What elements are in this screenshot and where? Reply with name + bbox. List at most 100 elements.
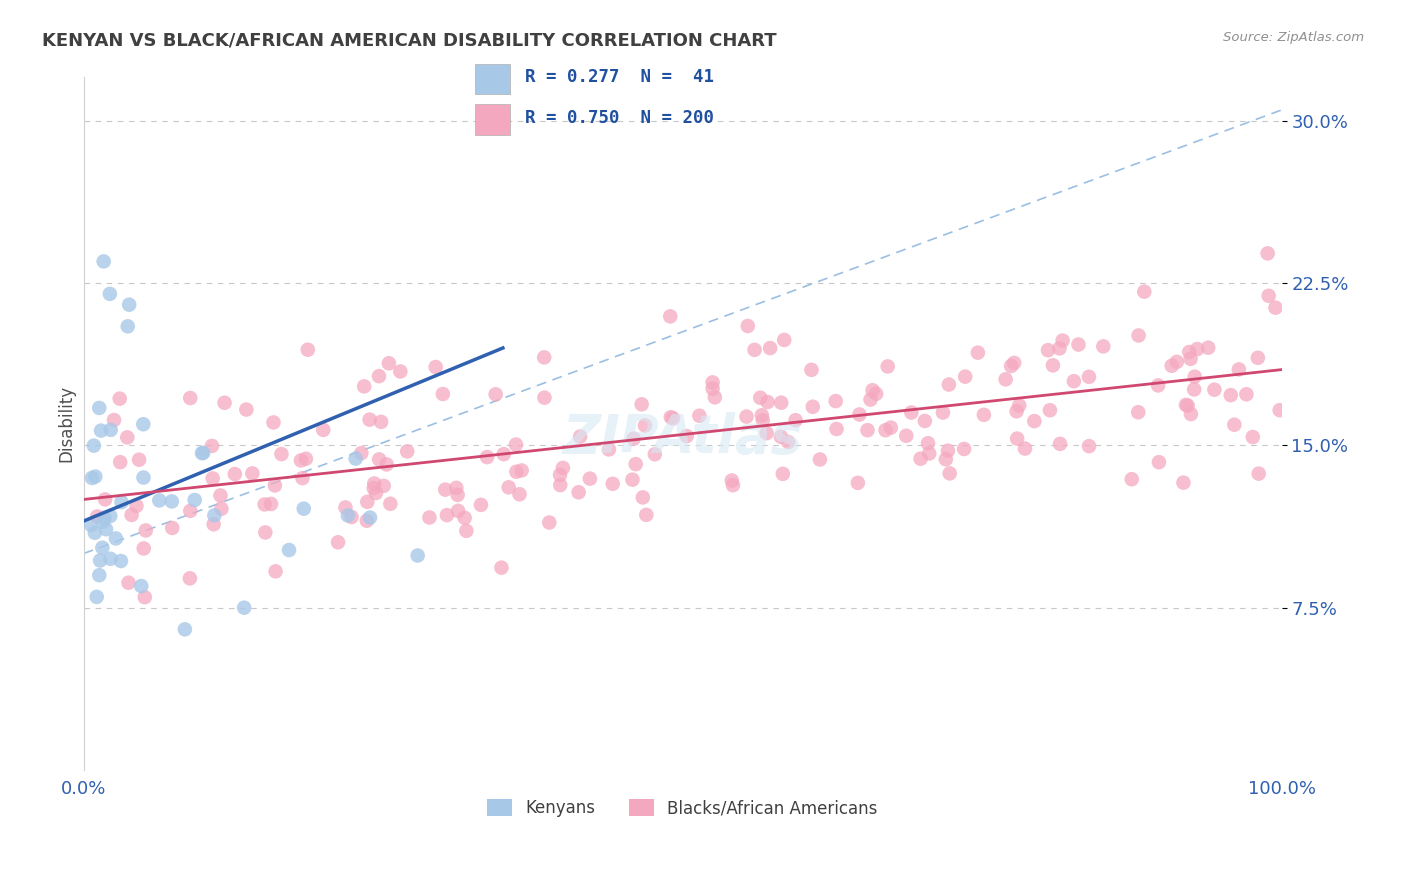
Point [389,364,412,378]
Point [209,489,232,503]
Point [233,600,256,615]
Point [1147,378,1170,392]
Bar [475,104,509,135]
Point [1174,398,1197,412]
Point [579,472,602,486]
Point [1133,285,1156,299]
Point [83,525,105,540]
Bar [475,63,509,95]
Point [209,501,232,516]
Point [191,446,214,460]
Point [292,501,315,516]
Point [86,590,108,604]
Point [825,422,848,436]
Point [253,498,276,512]
Point [291,471,314,485]
Point [880,420,903,434]
Point [568,485,591,500]
Point [378,356,401,370]
Point [935,452,957,467]
Point [491,560,513,574]
Point [93,510,115,524]
Text: R = 0.277  N =  41: R = 0.277 N = 41 [524,69,714,87]
Point [425,359,447,374]
Point [865,386,887,401]
Point [453,511,475,525]
Point [125,499,148,513]
Point [533,391,555,405]
Point [846,475,869,490]
Point [1128,405,1150,419]
Point [917,436,939,450]
Text: ZIPAtlas: ZIPAtlas [562,411,803,464]
Point [373,479,395,493]
Point [129,579,152,593]
Point [751,409,773,423]
Point [688,409,710,423]
Point [800,363,823,377]
Point [914,414,936,428]
Point [108,392,131,406]
Text: KENYAN VS BLACK/AFRICAN AMERICAN DISABILITY CORRELATION CHART: KENYAN VS BLACK/AFRICAN AMERICAN DISABIL… [42,31,776,49]
Point [1166,355,1188,369]
Point [83,439,105,453]
Point [953,369,976,384]
Point [235,402,257,417]
Point [966,345,988,359]
Point [117,575,139,590]
Point [160,494,183,508]
Point [848,408,870,422]
Point [551,461,574,475]
Point [755,426,778,441]
Point [737,318,759,333]
Point [749,391,772,405]
Point [118,298,141,312]
Point [1257,289,1279,303]
Point [202,517,225,532]
Point [896,429,918,443]
Point [702,382,724,396]
Point [1063,374,1085,388]
Point [121,508,143,522]
Point [1147,455,1170,469]
Point [326,535,349,549]
Point [446,481,468,495]
Point [128,452,150,467]
Point [1121,472,1143,486]
Point [900,405,922,419]
Point [1005,404,1028,418]
Point [264,565,287,579]
Point [224,467,246,481]
Point [859,392,882,407]
Point [1197,341,1219,355]
Point [356,495,378,509]
Point [973,408,995,422]
Point [1182,383,1205,397]
Point [380,497,402,511]
Point [160,521,183,535]
Point [876,359,898,374]
Point [548,467,571,482]
Point [446,488,468,502]
Point [1247,351,1270,365]
Point [659,410,682,425]
Point [721,478,744,492]
Point [93,254,115,268]
Point [104,532,127,546]
Point [117,430,139,444]
Point [702,376,724,390]
Text: Source: ZipAtlas.com: Source: ZipAtlas.com [1223,31,1364,45]
Point [353,379,375,393]
Point [631,491,654,505]
Point [1049,342,1071,356]
Point [100,551,122,566]
Point [1005,432,1028,446]
Point [1128,328,1150,343]
Point [662,411,685,425]
Point [801,400,824,414]
Point [436,508,458,522]
Point [621,473,644,487]
Point [936,443,959,458]
Point [1036,343,1059,358]
Point [624,457,647,471]
